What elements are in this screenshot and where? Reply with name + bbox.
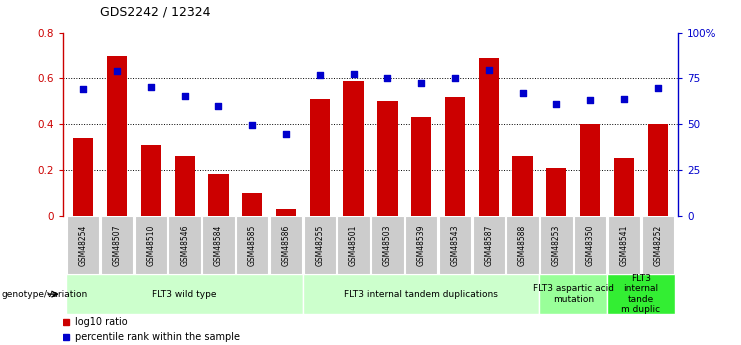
Point bbox=[179, 93, 190, 99]
FancyBboxPatch shape bbox=[270, 216, 302, 274]
Bar bbox=[614, 158, 634, 216]
Text: GSM48543: GSM48543 bbox=[451, 224, 459, 266]
Point bbox=[111, 68, 123, 74]
Bar bbox=[73, 138, 93, 216]
Text: GSM48503: GSM48503 bbox=[383, 224, 392, 266]
FancyBboxPatch shape bbox=[101, 216, 133, 274]
Bar bbox=[445, 97, 465, 216]
FancyBboxPatch shape bbox=[337, 216, 370, 274]
Bar bbox=[310, 99, 330, 216]
Text: GSM48255: GSM48255 bbox=[316, 224, 325, 266]
Text: GSM48541: GSM48541 bbox=[619, 224, 628, 266]
Bar bbox=[242, 193, 262, 216]
Text: FLT3 aspartic acid
mutation: FLT3 aspartic acid mutation bbox=[533, 284, 614, 304]
Text: GSM48501: GSM48501 bbox=[349, 224, 358, 266]
Text: genotype/variation: genotype/variation bbox=[1, 289, 87, 299]
FancyBboxPatch shape bbox=[405, 216, 437, 274]
Point bbox=[280, 131, 292, 137]
Bar bbox=[546, 168, 567, 216]
Point bbox=[483, 68, 495, 73]
FancyBboxPatch shape bbox=[135, 216, 167, 274]
Bar bbox=[174, 156, 195, 216]
FancyBboxPatch shape bbox=[168, 216, 201, 274]
Point bbox=[652, 85, 664, 90]
Text: GDS2242 / 12324: GDS2242 / 12324 bbox=[100, 6, 210, 19]
Text: log10 ratio: log10 ratio bbox=[76, 317, 128, 327]
FancyBboxPatch shape bbox=[236, 216, 268, 274]
FancyBboxPatch shape bbox=[67, 216, 99, 274]
Point bbox=[77, 86, 89, 91]
FancyBboxPatch shape bbox=[371, 216, 404, 274]
Text: GSM48585: GSM48585 bbox=[247, 224, 256, 266]
Bar bbox=[141, 145, 161, 216]
Bar bbox=[344, 81, 364, 216]
Text: percentile rank within the sample: percentile rank within the sample bbox=[76, 333, 240, 342]
Text: GSM48546: GSM48546 bbox=[180, 224, 189, 266]
Bar bbox=[411, 117, 431, 216]
Text: GSM48587: GSM48587 bbox=[485, 224, 494, 266]
Point bbox=[382, 75, 393, 80]
Text: FLT3 internal tandem duplications: FLT3 internal tandem duplications bbox=[345, 289, 498, 299]
Text: GSM48350: GSM48350 bbox=[585, 224, 595, 266]
Text: GSM48586: GSM48586 bbox=[282, 224, 290, 266]
Point bbox=[246, 122, 258, 128]
Bar bbox=[648, 124, 668, 216]
Point bbox=[584, 98, 596, 103]
Bar bbox=[208, 175, 228, 216]
Point bbox=[213, 103, 225, 109]
Point bbox=[449, 76, 461, 81]
FancyBboxPatch shape bbox=[607, 274, 674, 314]
Point bbox=[516, 90, 528, 96]
Text: FLT3
internal
tande
m duplic: FLT3 internal tande m duplic bbox=[621, 274, 660, 314]
FancyBboxPatch shape bbox=[473, 216, 505, 274]
Bar bbox=[107, 56, 127, 216]
FancyBboxPatch shape bbox=[642, 216, 674, 274]
FancyBboxPatch shape bbox=[304, 216, 336, 274]
Point bbox=[415, 80, 427, 86]
FancyBboxPatch shape bbox=[539, 274, 607, 314]
Bar bbox=[377, 101, 397, 216]
Bar bbox=[276, 209, 296, 216]
Bar bbox=[513, 156, 533, 216]
FancyBboxPatch shape bbox=[574, 216, 606, 274]
Point bbox=[314, 72, 326, 78]
FancyBboxPatch shape bbox=[303, 274, 539, 314]
Text: GSM48507: GSM48507 bbox=[113, 224, 122, 266]
Point bbox=[348, 71, 359, 77]
FancyBboxPatch shape bbox=[439, 216, 471, 274]
Point bbox=[551, 101, 562, 107]
Text: GSM48254: GSM48254 bbox=[79, 224, 87, 266]
Text: GSM48588: GSM48588 bbox=[518, 224, 527, 266]
Text: GSM48252: GSM48252 bbox=[654, 224, 662, 266]
Text: GSM48253: GSM48253 bbox=[552, 224, 561, 266]
FancyBboxPatch shape bbox=[608, 216, 640, 274]
Text: GSM48539: GSM48539 bbox=[416, 224, 425, 266]
Bar bbox=[580, 124, 600, 216]
Text: GSM48510: GSM48510 bbox=[146, 224, 156, 266]
FancyBboxPatch shape bbox=[202, 216, 235, 274]
Point bbox=[618, 96, 630, 101]
FancyBboxPatch shape bbox=[506, 216, 539, 274]
FancyBboxPatch shape bbox=[540, 216, 573, 274]
Bar bbox=[479, 58, 499, 216]
FancyBboxPatch shape bbox=[67, 274, 303, 314]
Text: GSM48584: GSM48584 bbox=[214, 224, 223, 266]
Point bbox=[145, 84, 157, 89]
Text: FLT3 wild type: FLT3 wild type bbox=[153, 289, 217, 299]
